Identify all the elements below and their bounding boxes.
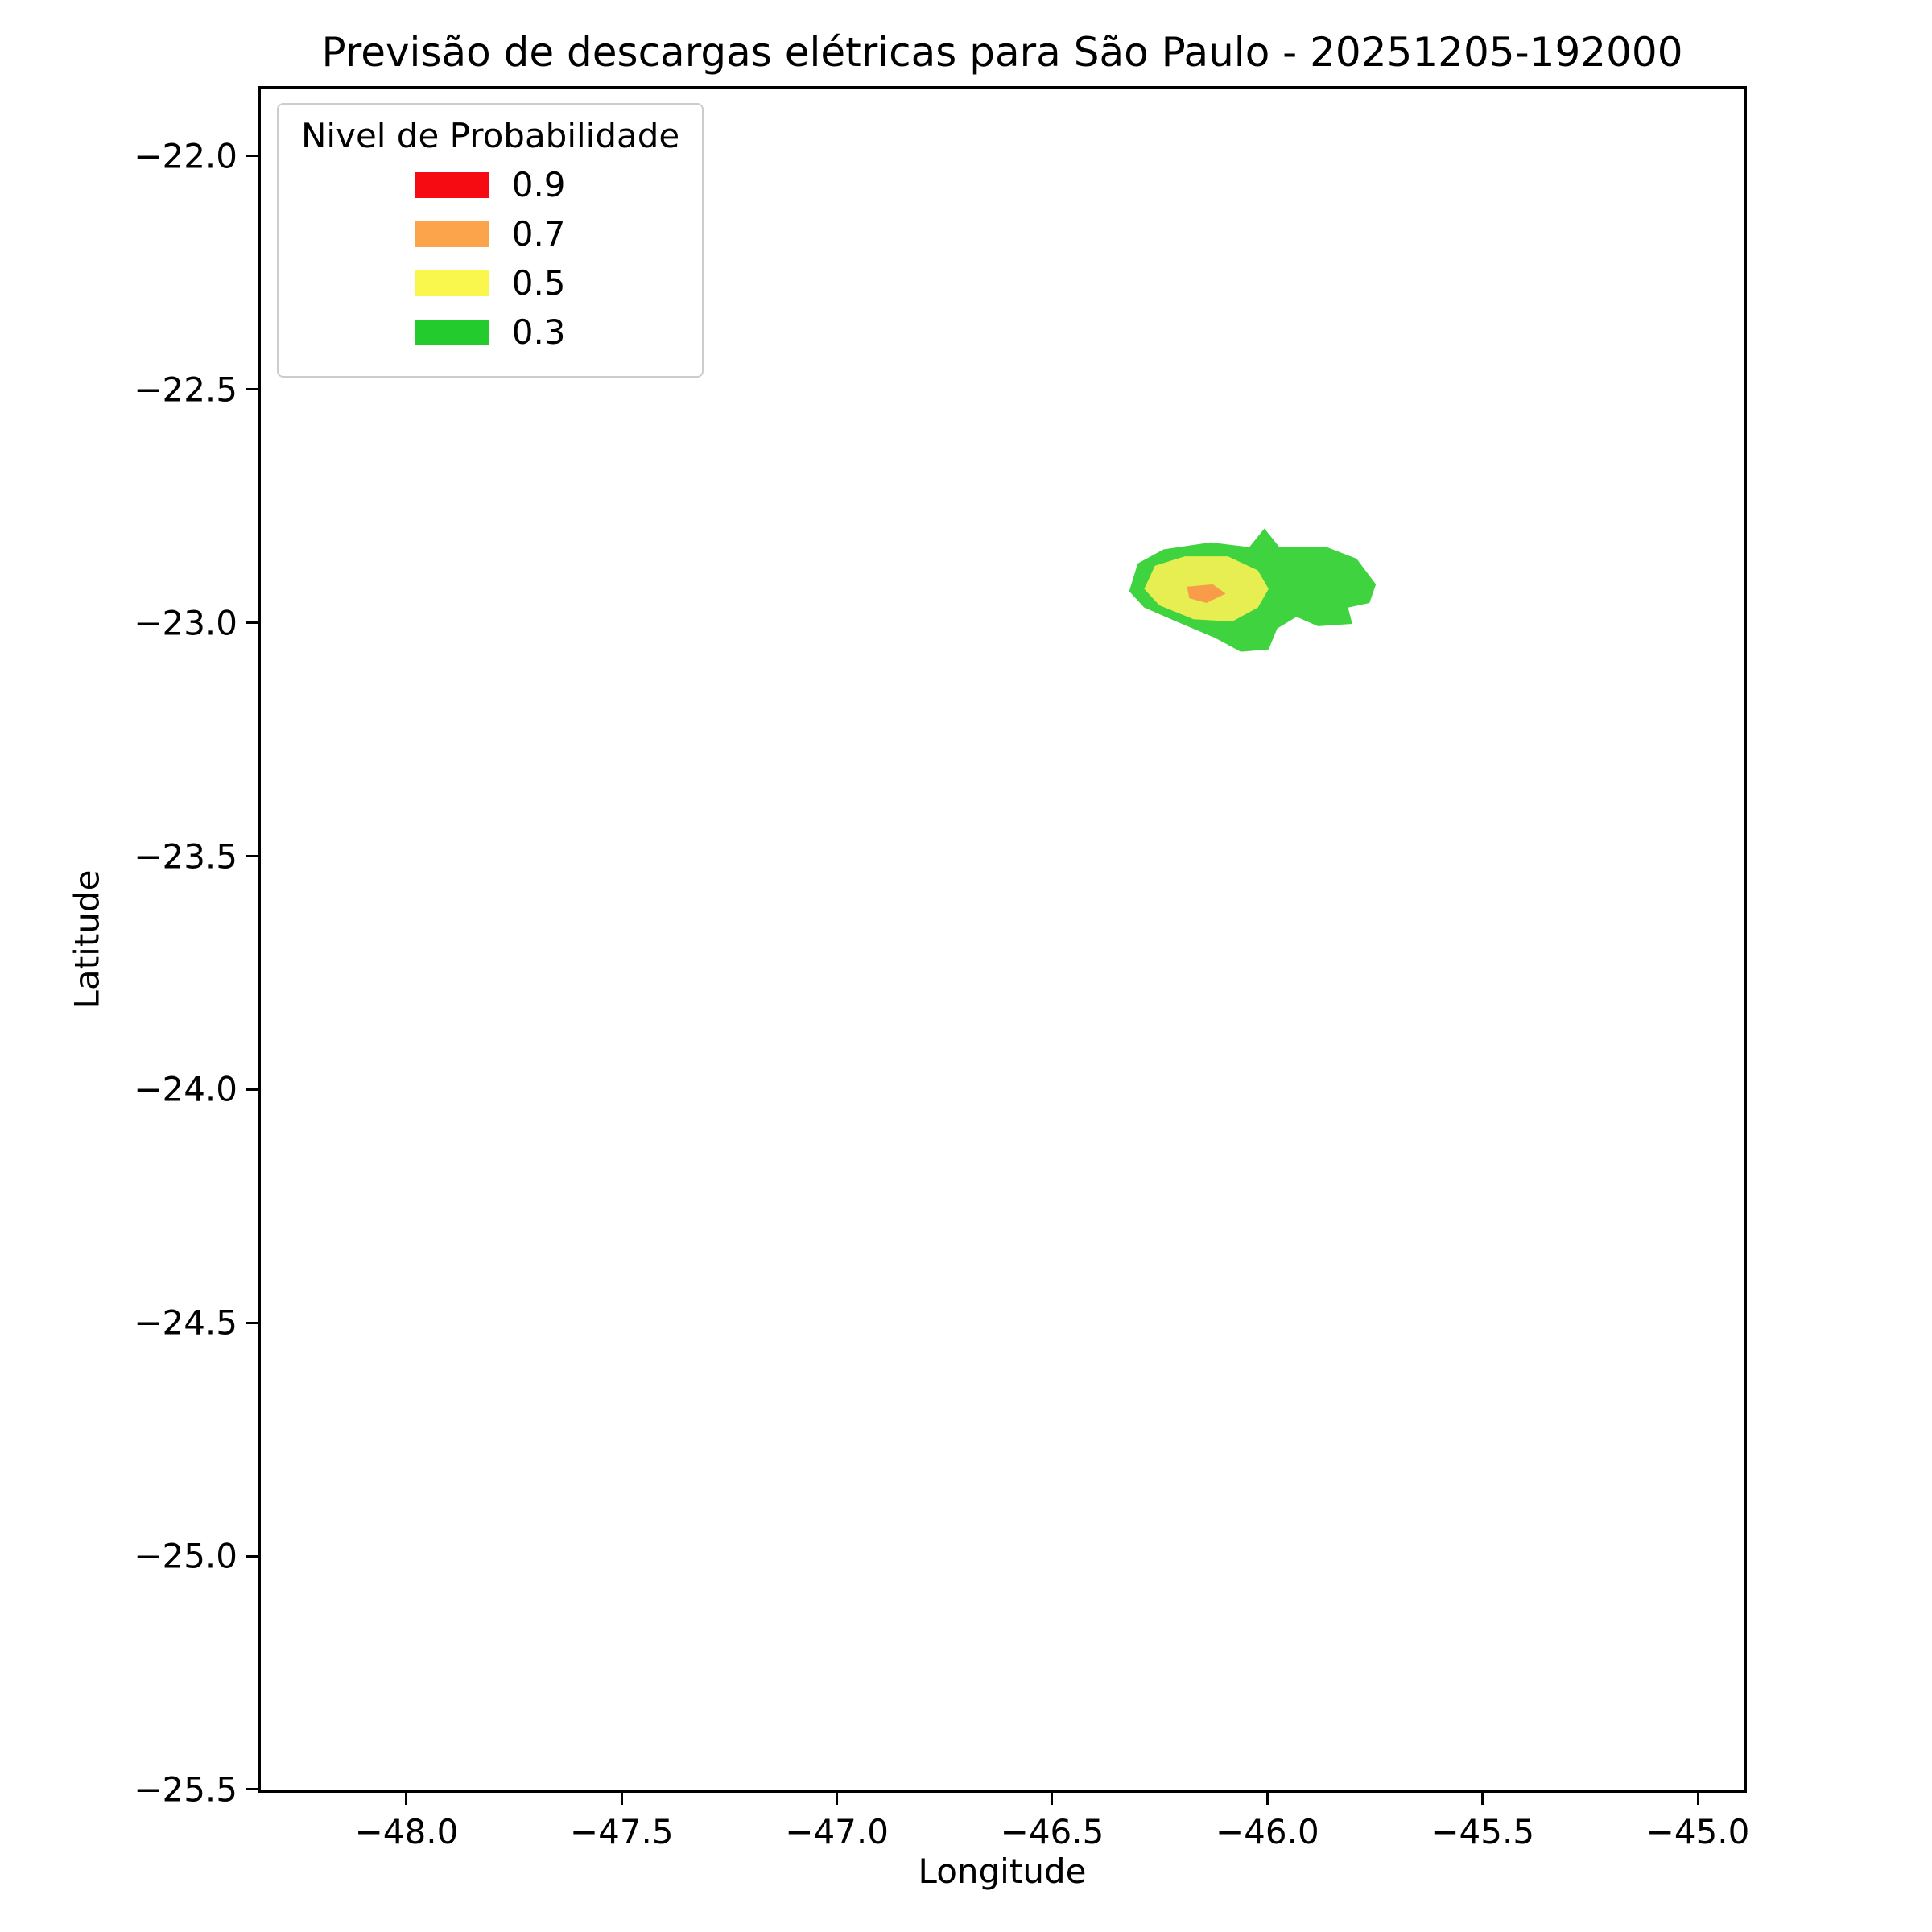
y-tick-mark xyxy=(246,855,258,858)
legend-swatch xyxy=(415,221,489,247)
legend-entry-label: 0.7 xyxy=(511,214,566,254)
contour-svg xyxy=(1129,528,1377,652)
y-tick-label: −22.0 xyxy=(134,136,237,176)
x-tick-label: −46.0 xyxy=(1215,1812,1319,1852)
legend-entry: 0.5 xyxy=(415,263,566,303)
x-tick-mark xyxy=(836,1793,839,1805)
x-tick-mark xyxy=(1265,1793,1269,1805)
y-tick-label: −25.0 xyxy=(134,1536,237,1576)
legend: Nivel de Probabilidade 0.9 0.7 0.5 0.3 xyxy=(277,103,704,378)
y-tick-mark xyxy=(246,1321,258,1324)
legend-entry: 0.9 xyxy=(415,165,566,204)
y-axis-ticks: −22.0 −22.5 −23.0 −23.5 −24.0 −24.5 −25.0 −25.5 xyxy=(0,86,258,1809)
legend-entry-label: 0.5 xyxy=(511,263,566,303)
x-axis-label: Longitude xyxy=(918,1852,1087,1891)
legend-entry-label: 0.9 xyxy=(511,165,566,204)
y-tick-label: −23.0 xyxy=(134,603,237,643)
x-tick-label: −47.0 xyxy=(785,1812,889,1852)
y-axis-label: Latitude xyxy=(67,869,107,1009)
y-tick-label: −23.5 xyxy=(134,836,237,877)
legend-title: Nivel de Probabilidade xyxy=(301,116,680,155)
y-tick-mark xyxy=(246,621,258,625)
contour-region-0.7 xyxy=(1187,584,1226,603)
x-axis-ticks: −48.0 −47.5 −47.0 −46.5 −46.0 −45.5 −45.0 xyxy=(258,1793,1750,1897)
x-tick-label: −45.0 xyxy=(1645,1812,1750,1852)
y-tick-label: −22.5 xyxy=(134,369,237,410)
legend-entries: 0.9 0.7 0.5 0.3 xyxy=(415,165,566,352)
x-tick-label: −48.0 xyxy=(354,1812,459,1852)
y-tick-mark xyxy=(246,1554,258,1558)
x-tick-label: −45.5 xyxy=(1430,1812,1535,1852)
legend-swatch xyxy=(415,319,489,345)
y-tick-mark xyxy=(246,1088,258,1091)
chart-title: Previsão de descargas elétricas para São… xyxy=(321,29,1683,76)
y-tick-mark xyxy=(246,388,258,391)
x-tick-label: −46.5 xyxy=(1000,1812,1104,1852)
x-tick-mark xyxy=(1696,1793,1699,1805)
x-tick-mark xyxy=(620,1793,623,1805)
legend-entry: 0.3 xyxy=(415,312,566,352)
legend-swatch xyxy=(415,270,489,296)
y-tick-mark xyxy=(246,155,258,158)
y-tick-label: −24.5 xyxy=(134,1302,237,1343)
legend-entry: 0.7 xyxy=(415,214,566,254)
legend-swatch xyxy=(415,171,489,198)
y-tick-mark xyxy=(246,1788,258,1791)
legend-entry-label: 0.3 xyxy=(511,312,566,352)
y-tick-label: −24.0 xyxy=(134,1069,237,1109)
x-tick-mark xyxy=(405,1793,408,1805)
x-tick-label: −47.5 xyxy=(569,1812,674,1852)
y-tick-label: −25.5 xyxy=(134,1769,237,1810)
x-tick-mark xyxy=(1051,1793,1054,1805)
x-tick-mark xyxy=(1481,1793,1484,1805)
